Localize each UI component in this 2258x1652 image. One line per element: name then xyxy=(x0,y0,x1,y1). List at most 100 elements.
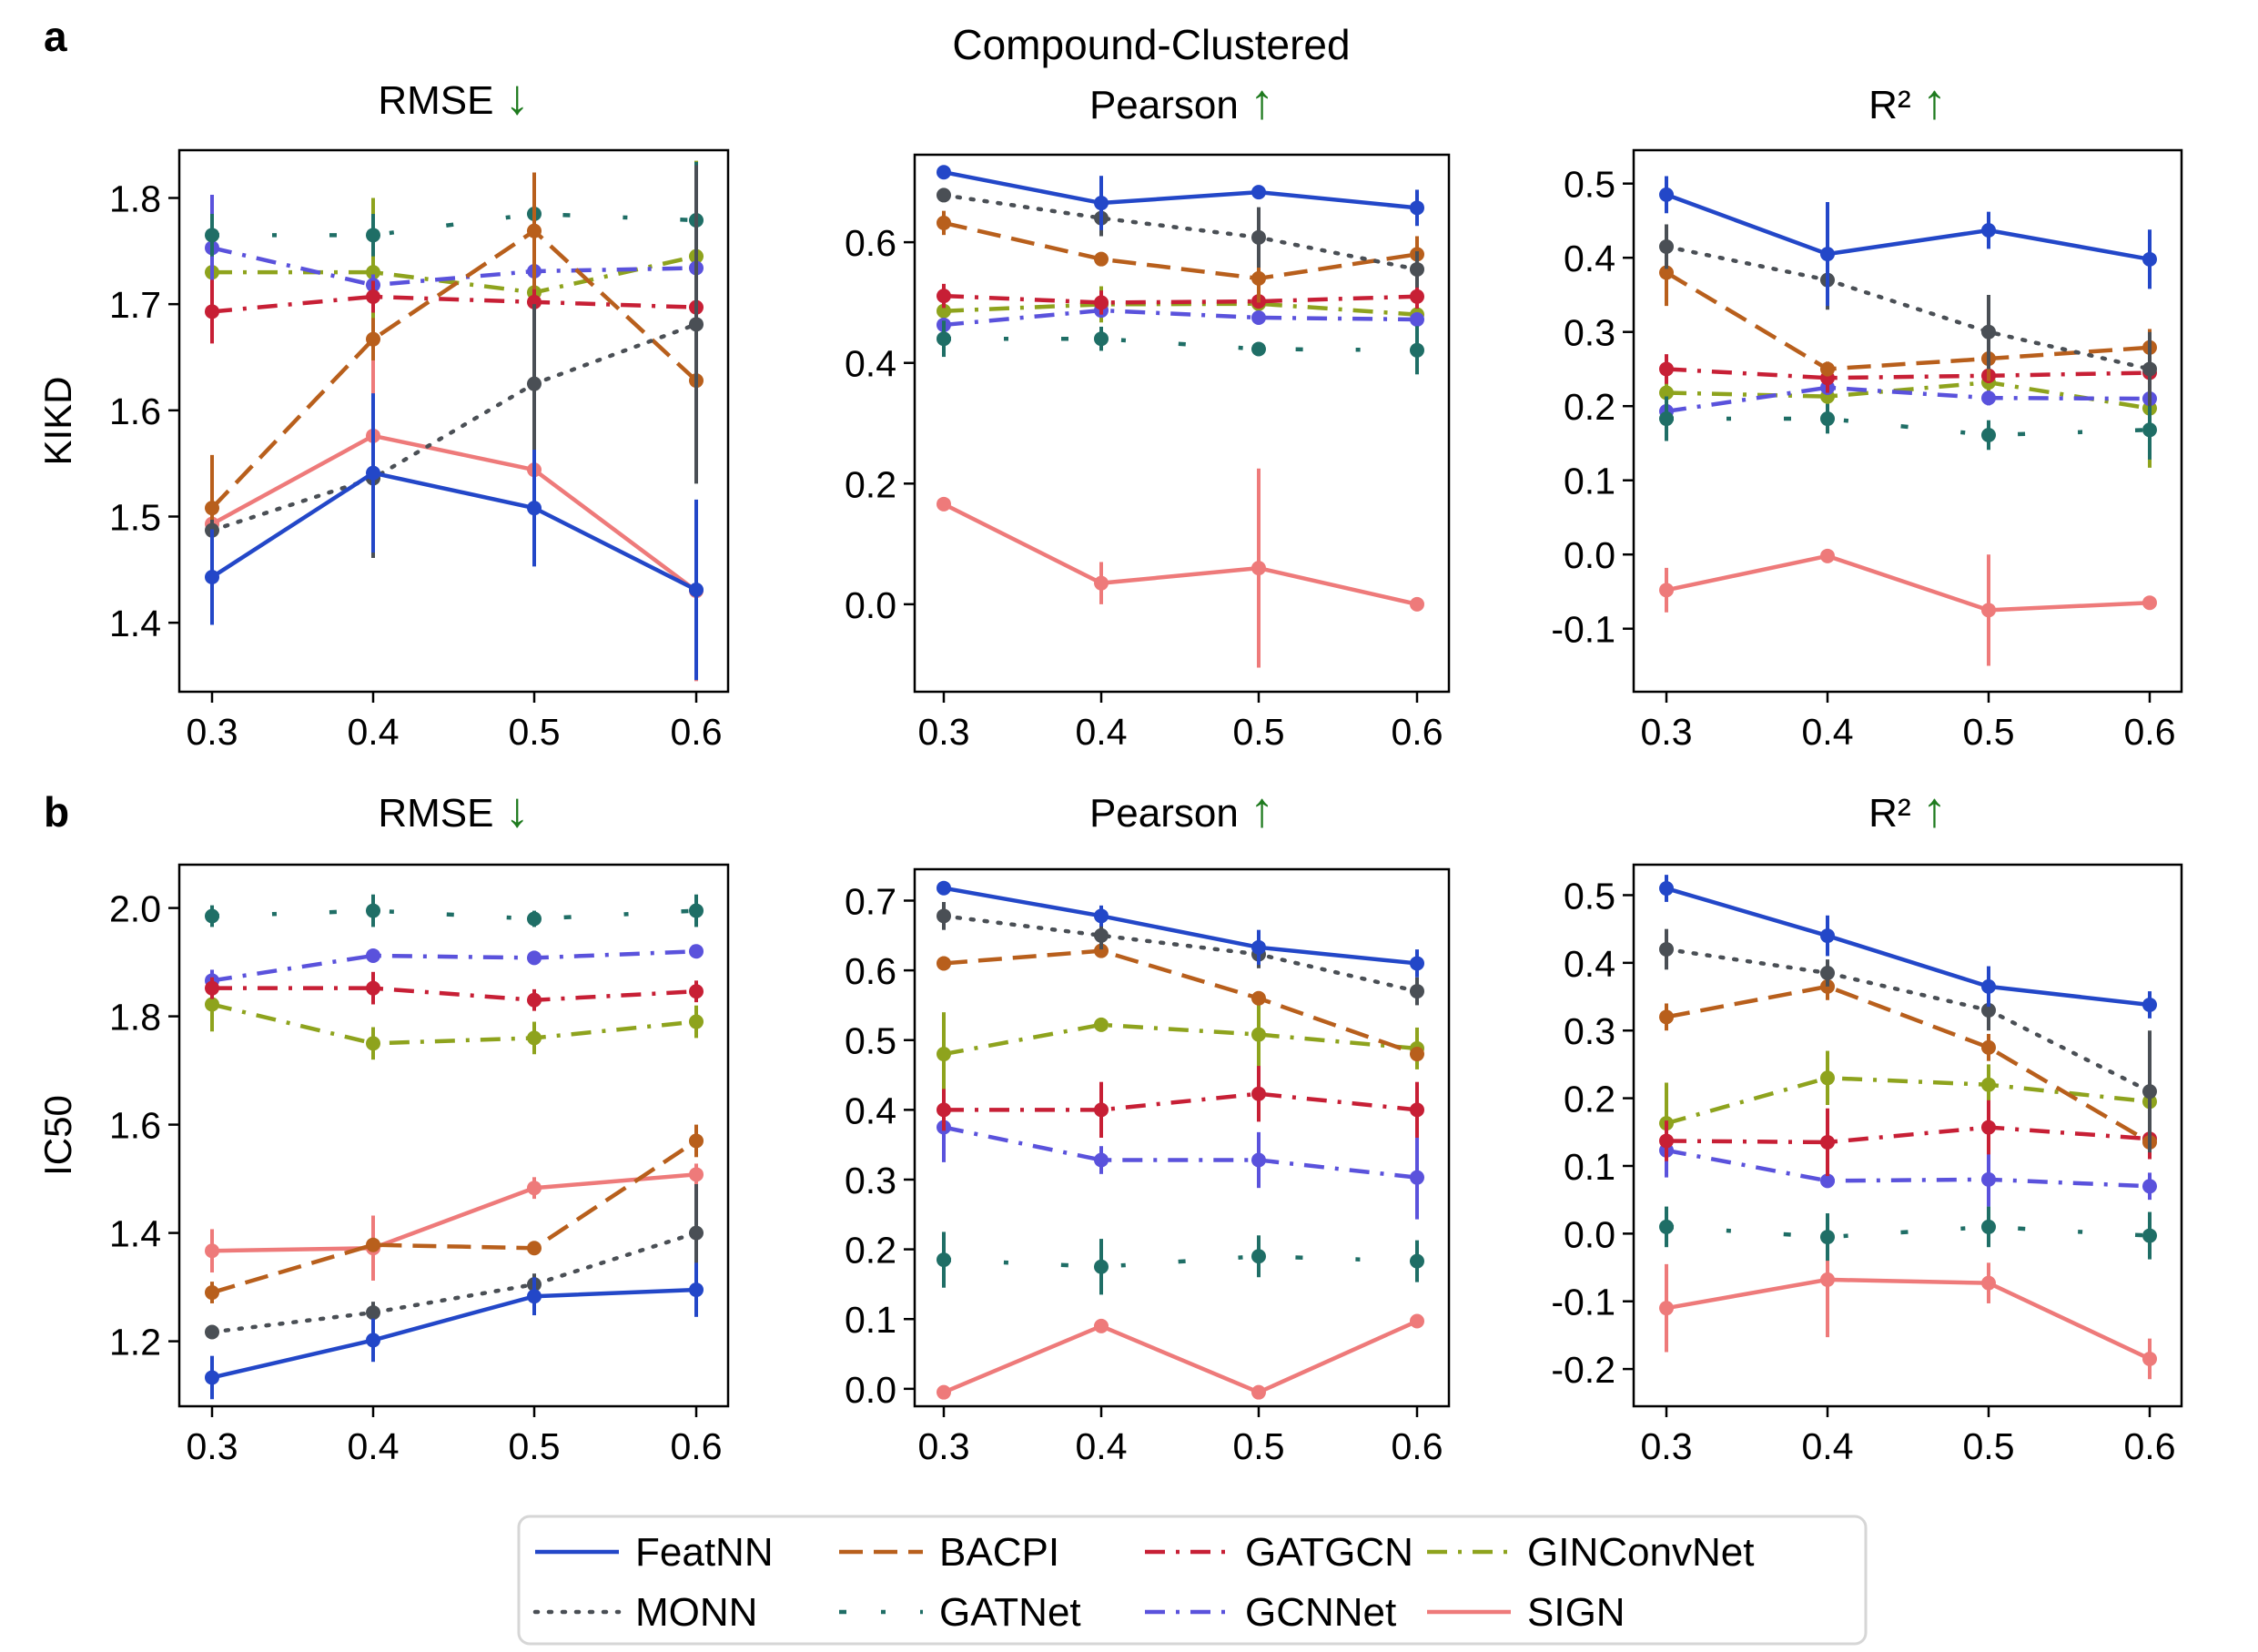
y-tick-label: 0.1 xyxy=(845,1299,896,1341)
chart-title-text: RMSE xyxy=(378,791,504,836)
data-point xyxy=(2142,997,2157,1012)
series-line xyxy=(1666,1076,2151,1126)
data-point xyxy=(937,289,951,304)
data-point xyxy=(1659,1219,1674,1234)
series-line xyxy=(211,908,697,921)
data-point xyxy=(366,331,380,347)
series-line xyxy=(942,502,1418,607)
series-line xyxy=(211,1172,697,1253)
data-point xyxy=(1659,1009,1674,1025)
series-gcnnet xyxy=(937,303,1424,332)
data-point xyxy=(1981,1171,1996,1187)
y-tick-label: 0.3 xyxy=(1564,1010,1615,1052)
series-monn xyxy=(937,187,1424,288)
series-line xyxy=(212,211,697,238)
data-point xyxy=(205,501,219,516)
y-axis-label: IC50 xyxy=(36,1095,79,1176)
chart-title-text: Pearson xyxy=(1089,791,1250,836)
y-axis-label: KIKD xyxy=(36,376,79,465)
series-gatnet xyxy=(205,894,704,927)
data-point xyxy=(366,465,380,481)
y-tick-label: 0.3 xyxy=(1564,312,1615,354)
series-line xyxy=(943,301,1418,317)
data-point xyxy=(1251,309,1266,325)
data-point xyxy=(366,948,380,963)
series-line xyxy=(210,471,698,593)
series-line xyxy=(1665,270,2151,371)
y-tick-label: 0.0 xyxy=(845,1369,896,1411)
y-tick-label: 0.3 xyxy=(845,1160,896,1201)
direction-arrow-icon: ↓ xyxy=(505,783,530,837)
y-tick-label: 0.2 xyxy=(1564,386,1615,428)
data-point xyxy=(689,944,704,959)
data-point xyxy=(1094,1152,1109,1168)
x-tick-label: 0.3 xyxy=(918,1425,970,1467)
data-point xyxy=(2142,361,2157,377)
data-point xyxy=(527,911,542,927)
data-point xyxy=(1094,927,1109,943)
series-line xyxy=(944,1091,1418,1112)
legend-label: GINConvNet xyxy=(1527,1530,1754,1575)
data-point xyxy=(205,1285,219,1301)
data-point xyxy=(1251,939,1266,955)
data-point xyxy=(366,1305,380,1321)
data-point xyxy=(1094,251,1109,267)
data-point xyxy=(1659,265,1674,280)
data-point xyxy=(1820,966,1835,980)
series-line xyxy=(943,1022,1418,1057)
data-point xyxy=(1659,941,1674,957)
series-gatnet xyxy=(205,161,704,279)
series-bacpi xyxy=(205,172,704,562)
series-line xyxy=(210,228,698,510)
chart-title: Pearson ↑ xyxy=(1089,75,1274,129)
series-sign xyxy=(1659,1221,2157,1380)
y-tick-label: -0.2 xyxy=(1551,1349,1615,1391)
data-point xyxy=(1410,984,1424,999)
x-tick-label: 0.5 xyxy=(509,711,561,753)
data-point xyxy=(937,187,951,203)
data-point xyxy=(1410,596,1424,612)
series-line xyxy=(212,254,697,295)
panel-label-a: a xyxy=(44,13,67,60)
series-sign xyxy=(937,1313,1424,1400)
data-point xyxy=(1251,1027,1266,1042)
data-point xyxy=(527,1289,542,1304)
data-point xyxy=(1094,1318,1109,1333)
series-featnn xyxy=(1659,176,2157,307)
series-line xyxy=(943,1319,1418,1395)
series-line xyxy=(1666,1125,2151,1145)
series-line xyxy=(943,220,1418,281)
data-point xyxy=(527,950,542,966)
series-line xyxy=(211,1002,697,1046)
legend-label: GATGCN xyxy=(1245,1530,1413,1575)
data-point xyxy=(1659,881,1674,897)
series-bacpi xyxy=(937,943,1424,1062)
data-point xyxy=(1981,1002,1996,1018)
data-point xyxy=(1410,956,1424,971)
data-point xyxy=(937,303,951,319)
chart-title-text: Pearson xyxy=(1089,83,1250,127)
y-tick-label: 0.4 xyxy=(845,1090,896,1131)
data-point xyxy=(205,570,219,584)
data-point xyxy=(1251,1086,1266,1101)
series-gatnet xyxy=(937,320,1424,375)
data-point xyxy=(366,903,380,918)
series-sign xyxy=(937,468,1424,668)
direction-arrow-icon: ↑ xyxy=(1922,75,1947,129)
series-gatgcn xyxy=(1659,354,2157,393)
series-line xyxy=(941,193,1420,272)
data-point xyxy=(1820,361,1835,377)
direction-arrow-icon: ↑ xyxy=(1250,783,1274,837)
y-tick-label: 0.0 xyxy=(845,584,896,626)
data-point xyxy=(1820,928,1835,944)
legend-entry-gatnet: GATNet xyxy=(839,1590,1081,1635)
chart-a-rmse: RMSE ↓ KIKD 1.4 1.5 1.6 1.7 1.8 0.3 0.4 0.5 0.6 xyxy=(36,70,730,753)
data-point xyxy=(1094,1102,1109,1118)
series-line xyxy=(209,322,699,532)
x-tick-label: 0.5 xyxy=(1233,711,1285,753)
legend-frame xyxy=(517,1515,1868,1646)
series-line xyxy=(1666,192,2151,262)
x-tick-label: 0.5 xyxy=(509,1425,561,1467)
data-point xyxy=(366,1237,380,1252)
